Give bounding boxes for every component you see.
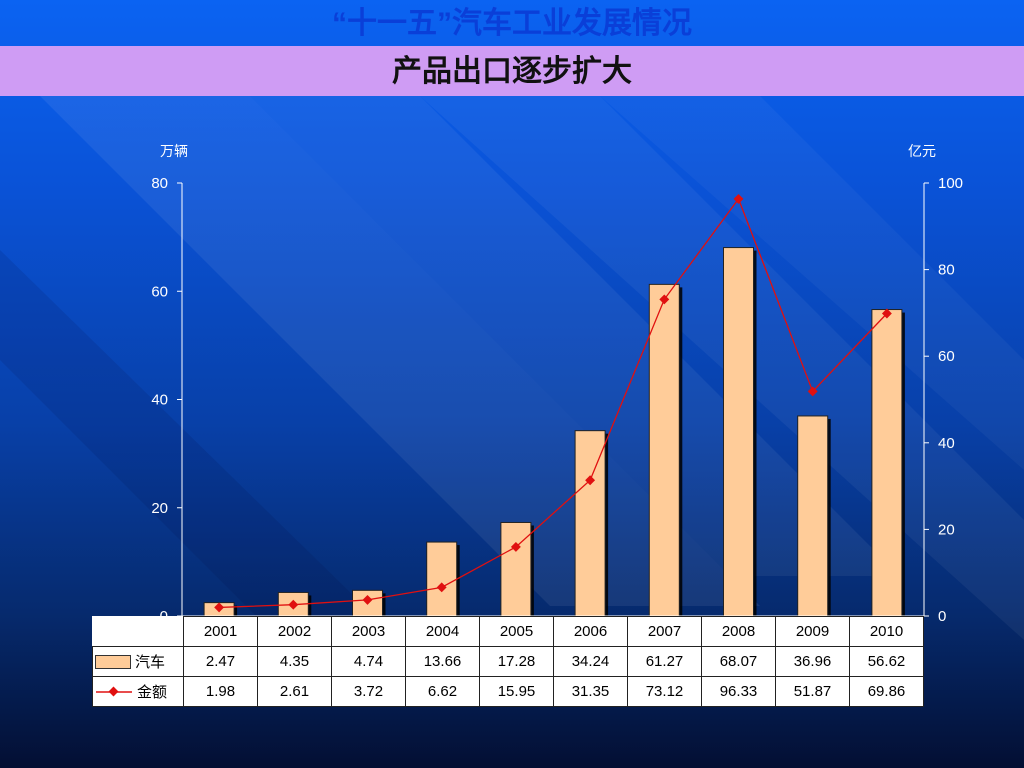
right-tick-label: 60 xyxy=(938,348,955,365)
line-point xyxy=(510,541,521,552)
line-point xyxy=(585,475,596,486)
line-point xyxy=(659,294,670,305)
year-cell: 2002 xyxy=(257,616,332,647)
right-tick-label: 40 xyxy=(938,435,955,452)
year-cell: 2001 xyxy=(183,616,258,647)
value-cell: 68.07 xyxy=(701,646,776,677)
line-point xyxy=(362,594,373,605)
value-cell: 96.33 xyxy=(701,676,776,707)
year-cell: 2003 xyxy=(331,616,406,647)
bar-series xyxy=(203,247,905,617)
left-tick-label: 40 xyxy=(151,392,168,409)
amount-line xyxy=(219,197,888,609)
left-axis-label: 万辆 xyxy=(160,143,188,159)
line-point xyxy=(807,386,818,397)
right-tick-label: 100 xyxy=(938,175,963,192)
year-cell: 2009 xyxy=(775,616,850,647)
bar xyxy=(723,247,754,617)
value-cell: 4.74 xyxy=(331,646,406,677)
value-cell: 36.96 xyxy=(775,646,850,677)
legend-amount: 金额 xyxy=(92,676,184,707)
value-cell: 61.27 xyxy=(627,646,702,677)
left-tick-label: 20 xyxy=(151,500,168,517)
page-subtitle: 产品出口逐步扩大 xyxy=(392,55,632,88)
data-table: 2001 2002 2003 2004 2005 2006 2007 2008 … xyxy=(92,616,924,707)
bar xyxy=(500,521,532,617)
value-cell: 1.98 xyxy=(183,676,258,707)
year-cell: 2010 xyxy=(849,616,924,647)
series-name-amount: 金额 xyxy=(137,684,168,701)
bar xyxy=(648,283,680,617)
bar xyxy=(871,309,903,617)
line-point xyxy=(881,308,892,319)
value-cell: 2.47 xyxy=(183,646,258,677)
year-cell: 2005 xyxy=(479,616,554,647)
bar xyxy=(426,541,458,617)
value-cell: 17.28 xyxy=(479,646,554,677)
subtitle-band: 产品出口逐步扩大 xyxy=(0,46,1024,96)
right-tick-label: 0 xyxy=(938,608,946,625)
value-cell: 2.61 xyxy=(257,676,332,707)
value-cell: 51.87 xyxy=(775,676,850,707)
year-cell: 2007 xyxy=(627,616,702,647)
value-cell: 56.62 xyxy=(849,646,924,677)
right-tick-label: 80 xyxy=(938,262,955,279)
year-cell: 2006 xyxy=(553,616,628,647)
value-cell: 34.24 xyxy=(553,646,628,677)
table-corner xyxy=(92,616,184,647)
bar-legend-swatch xyxy=(95,654,131,669)
left-tick-label: 80 xyxy=(151,175,168,192)
series-name-vehicles: 汽车 xyxy=(135,654,166,671)
table-row-amount: 金额 1.98 2.61 3.72 6.62 15.95 31.35 73.12… xyxy=(92,676,924,707)
line-point xyxy=(436,582,447,593)
value-cell: 73.12 xyxy=(627,676,702,707)
right-axis-label: 亿元 xyxy=(908,143,936,159)
line-point xyxy=(288,599,299,610)
line-legend-swatch xyxy=(96,686,132,696)
line-series xyxy=(214,193,892,613)
year-cell: 2004 xyxy=(405,616,480,647)
value-cell: 69.86 xyxy=(849,676,924,707)
right-tick-label: 20 xyxy=(938,521,955,538)
table-header-row: 2001 2002 2003 2004 2005 2006 2007 2008 … xyxy=(92,616,924,647)
axes: 020406080020406080100 xyxy=(151,175,963,625)
left-tick-label: 60 xyxy=(151,283,168,300)
page-title: “十一五”汽车工业发展情况 xyxy=(332,7,692,40)
value-cell: 13.66 xyxy=(405,646,480,677)
line-point xyxy=(214,602,225,613)
table-row-vehicles: 汽车 2.47 4.35 4.74 13.66 17.28 34.24 61.2… xyxy=(92,646,924,677)
legend-vehicles: 汽车 xyxy=(92,646,184,677)
year-cell: 2008 xyxy=(701,616,776,647)
value-cell: 31.35 xyxy=(553,676,628,707)
value-cell: 6.62 xyxy=(405,676,480,707)
value-cell: 15.95 xyxy=(479,676,554,707)
value-cell: 3.72 xyxy=(331,676,406,707)
value-cell: 4.35 xyxy=(257,646,332,677)
bar xyxy=(574,430,606,617)
line-point xyxy=(733,193,744,204)
bar xyxy=(797,415,829,617)
